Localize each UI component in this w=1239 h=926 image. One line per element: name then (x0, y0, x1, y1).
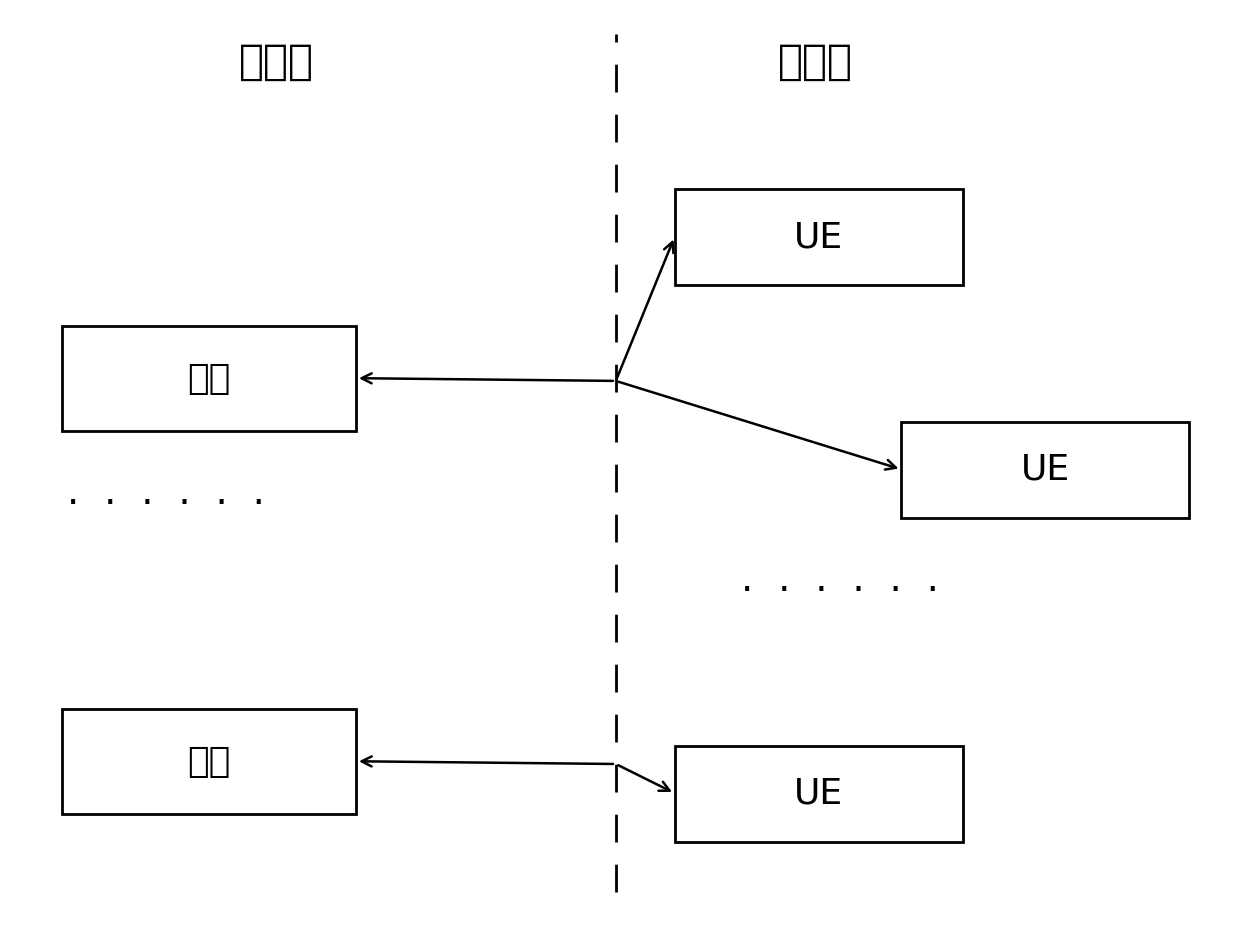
Text: UE: UE (1021, 453, 1069, 487)
Text: 基站: 基站 (187, 745, 230, 779)
Text: UE: UE (794, 220, 844, 255)
Text: ·  ·  ·  ·  ·  ·: · · · · · · (741, 571, 939, 609)
FancyBboxPatch shape (62, 709, 356, 814)
FancyBboxPatch shape (901, 422, 1189, 518)
Text: 终端侧: 终端侧 (778, 41, 852, 82)
Text: 网络侧: 网络侧 (239, 41, 313, 82)
Text: ·  ·  ·  ·  ·  ·: · · · · · · (67, 485, 265, 523)
FancyBboxPatch shape (674, 745, 963, 842)
Text: 基站: 基站 (187, 362, 230, 395)
FancyBboxPatch shape (674, 189, 963, 285)
Text: UE: UE (794, 777, 844, 810)
FancyBboxPatch shape (62, 326, 356, 432)
